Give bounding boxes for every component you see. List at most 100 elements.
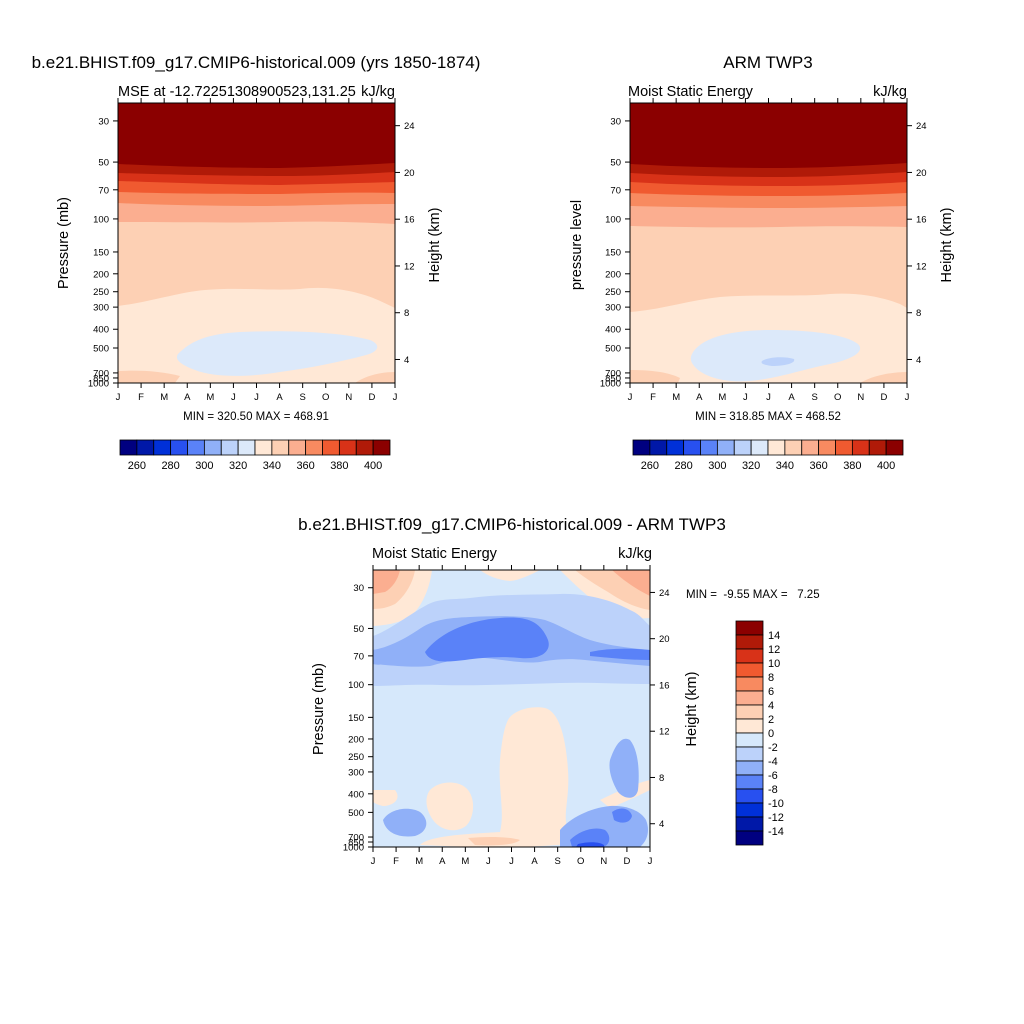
colorbar-label: 380 [330,460,348,472]
x-tick-label: N [345,392,352,403]
x-tick-label: J [254,392,259,403]
colorbar-label: 360 [296,460,314,472]
contour-band-obs-340-low-left [630,370,680,383]
x-tick-label: J [648,856,653,867]
colorbar-swatch [288,439,307,456]
panel-model-ylabel-right: Height (km) [427,208,443,283]
y-tick-label: 300 [348,767,364,778]
colorbar-label: 320 [229,460,247,472]
x-tick-label: J [231,392,236,403]
colorbar-swatch [835,439,853,456]
contour-band-diff-neg-6-low-dec [612,808,632,823]
contour-band-diff-neg-8-low [576,842,604,847]
x-tick-label: N [857,392,864,403]
contour-band-diff-pos-4-low [468,836,520,846]
x-tick-label: M [718,392,726,403]
colorbar-swatch [322,439,340,456]
y-right-tick-label: 20 [659,634,670,645]
y-tick-label: 150 [348,713,364,724]
panel-diff-ylabel-right: Height (km) [684,672,700,747]
y-right-tick-label: 20 [916,168,927,179]
y-tick-label: 70 [98,185,109,196]
panel-obs-axes: J F M A M J J A S O N D J 30 50 70 100 150 200 250 300 400 500… [600,98,927,403]
x-tick-label: A [276,392,283,403]
y-tick-label: 50 [610,158,621,169]
x-tick-label: O [577,856,584,867]
panel-obs-left-string: Moist Static Energy [628,84,754,100]
y-tick-label: 30 [98,116,109,127]
colorbar-label: 260 [641,460,659,472]
contour-band-diff-neg-6 [425,617,549,662]
y-right-tick-label: 8 [659,773,664,784]
x-tick-label: J [371,856,376,867]
colorbar-swatch [649,439,668,456]
y-right-tick-label: 16 [404,215,415,226]
x-tick-label: J [766,392,771,403]
y-right-tick-label: 16 [659,680,670,691]
contour-band-diff-neg-6-right [590,648,650,660]
contour-band-obs-310 [761,357,795,366]
y-tick-label: 250 [93,287,109,298]
panel-diff-axes: J F M A M J J A S O N D J 30 50 70 100 150 200 250 300 400 500… [343,565,670,867]
colorbar-swatch [767,439,786,456]
panel-model-axes: J F M A M J J A S O N D J 30 50 70 100 150 200 250 300 400 500… [88,98,415,403]
colorbar-swatch [254,439,273,456]
colorbar-label: 0 [768,728,774,740]
colorbar-label: -10 [768,798,784,810]
x-tick-label: M [160,392,168,403]
colorbar-label: 14 [768,630,780,642]
x-tick-label: S [554,856,560,867]
y-tick-label: 500 [605,344,621,355]
x-tick-label: J [486,856,491,867]
colorbar-label: 260 [128,460,146,472]
panel-diff-colorbar: 14 12 10 8 6 4 2 0 -2 -4 -6 -8 -10 -12 -14 [735,620,784,846]
colorbar-label: 280 [674,460,692,472]
y-tick-label: 100 [348,680,364,691]
y-right-tick-label: 12 [404,261,415,272]
panel-diff-mse: b.e21.BHIST.f09_g17.CMIP6-historical.009… [298,515,819,867]
colorbar-swatch [735,676,764,692]
contour-band-diff-pos-2-jan [373,790,398,806]
colorbar-swatch [700,439,718,456]
x-tick-label: F [393,856,399,867]
y-tick-label: 850 [93,373,109,384]
y-tick-label: 50 [353,624,364,635]
panel-model-stats: MIN = 320.50 MAX = 468.91 [183,411,329,423]
x-tick-label: D [368,392,375,403]
y-right-tick-label: 24 [659,588,670,599]
panel-model-mse: b.e21.BHIST.f09_g17.CMIP6-historical.009… [32,53,481,472]
colorbar-swatch [733,439,752,456]
colorbar-label: 380 [843,460,861,472]
x-tick-label: A [531,856,538,867]
colorbar-swatch [818,439,836,456]
y-tick-label: 500 [93,344,109,355]
contour-band-diff-neg-6-low-oct [570,828,610,847]
y-right-tick-label: 20 [404,168,415,179]
panel-obs-ylabel-right: Height (km) [939,208,955,283]
panel-obs-contours [630,103,907,383]
colorbar-swatch [170,439,188,456]
panel-obs-units: kJ/kg [873,84,907,100]
colorbar-label: -12 [768,812,784,824]
x-tick-label: O [834,392,841,403]
colorbar-swatch [735,648,764,664]
x-tick-label: S [299,392,305,403]
panel-diff-units: kJ/kg [618,546,652,562]
y-tick-label: 50 [98,158,109,169]
y-tick-label: 200 [348,734,364,745]
colorbar-swatch [735,620,764,636]
y-tick-label: 70 [610,185,621,196]
colorbar-swatch [220,439,239,456]
colorbar-label: 300 [708,460,726,472]
y-tick-label: 300 [605,303,621,314]
y-right-tick-label: 12 [916,261,927,272]
y-tick-label: 700 [93,368,109,379]
colorbar-swatch [683,439,701,456]
y-tick-label: 250 [348,752,364,763]
colorbar-swatch [735,760,764,776]
y-right-tick-label: 4 [404,355,409,366]
y-tick-label: 850 [348,838,364,849]
panel-model-units: kJ/kg [361,84,395,100]
